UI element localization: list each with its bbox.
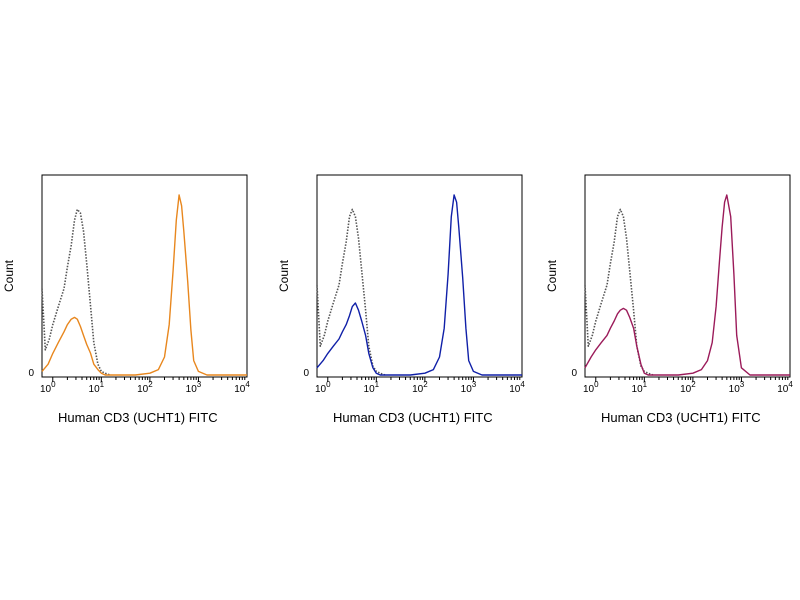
x-axis-label: Human CD3 (UCHT1) FITC [58,410,218,425]
y-tick-label: 0 [28,368,34,379]
x-tick-label: 102 [137,380,153,395]
histogram-plot: 100 101 102 103 104 0 [28,174,250,395]
x-axis-label: Human CD3 (UCHT1) FITC [601,410,761,425]
plot-frame [41,174,248,378]
x-tick-label: 101 [89,380,105,395]
stained-histogram-line [584,194,790,376]
control-histogram-line [316,208,386,376]
histogram-plot: 100 101 102 103 104 0 [303,174,525,395]
x-tick-label: 101 [364,380,380,395]
x-tick-label: 102 [412,380,428,395]
x-tick-label: 101 [632,380,648,395]
control-histogram-line [41,208,111,376]
x-axis-label: Human CD3 (UCHT1) FITC [333,410,493,425]
x-tick-label: 103 [461,380,477,395]
x-tick-label: 104 [509,380,525,395]
histogram-plot: 100 101 102 103 104 0 [571,174,793,395]
histogram-panel-1: Count 100 101 102 103 104 0 Human CD3 (UCHT1)… [0,160,270,440]
x-tick-label: 104 [777,380,793,395]
plot-frame [584,174,791,378]
stained-histogram-line [41,194,247,376]
y-tick-label: 0 [571,368,577,379]
histogram-panel-3: Count 100 101 102 103 104 0 Human CD3 (UCHT1)… [543,160,800,440]
x-tick-label: 103 [729,380,745,395]
stained-histogram-line [316,194,522,376]
x-tick-label: 100 [315,380,331,395]
x-tick-label: 103 [186,380,202,395]
histogram-panel-2: Count 100 101 102 103 104 0 Human CD3 (UCHT1)… [275,160,545,440]
x-tick-label: 100 [583,380,599,395]
x-tick-label: 100 [40,380,56,395]
x-tick-label: 102 [680,380,696,395]
y-tick-label: 0 [303,368,309,379]
plot-frame [316,174,523,378]
x-tick-label: 104 [234,380,250,395]
